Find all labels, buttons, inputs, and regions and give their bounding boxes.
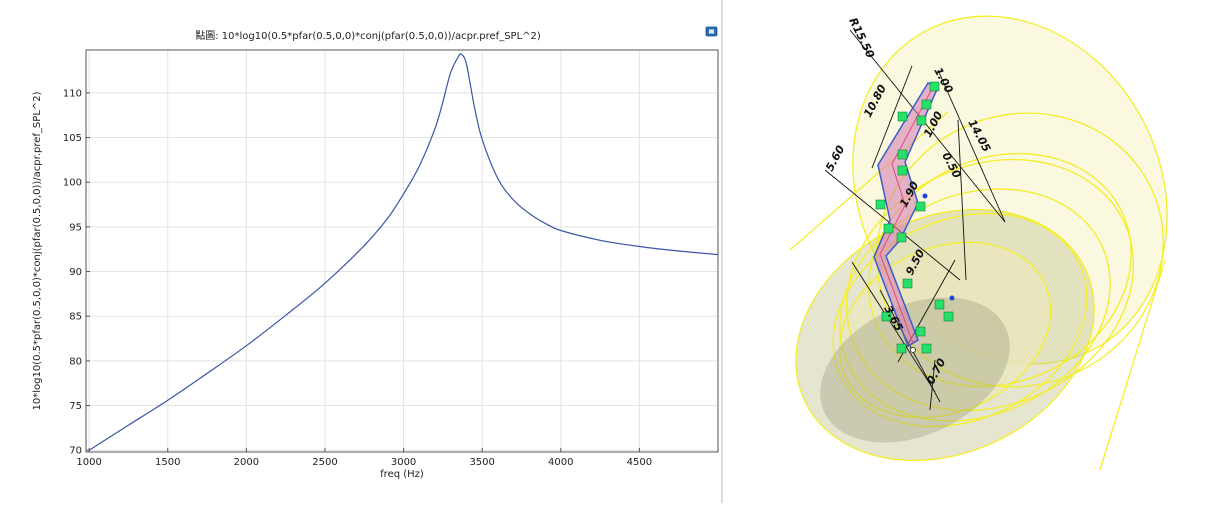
ring-body <box>789 15 1168 471</box>
dim-5-60: 5.60 <box>823 143 847 173</box>
y-tick-label-1: 75 <box>69 401 82 412</box>
series-group <box>88 53 719 451</box>
export-icon[interactable] <box>705 26 718 37</box>
y-tick-label-7: 105 <box>63 133 82 144</box>
x-tick-label-7: 4500 <box>627 457 652 468</box>
y-tick-label-5: 95 <box>69 222 82 233</box>
cad-viewport[interactable]: R15.50 10.80 5.60 1.00 1.00 14.05 0.50 1… <box>724 0 1209 503</box>
cad-model-view[interactable]: R15.50 10.80 5.60 1.00 1.00 14.05 0.50 1… <box>724 0 1209 503</box>
x-tick-label-5: 3500 <box>469 457 494 468</box>
constraint-markers <box>875 81 955 354</box>
y-tick-label-0: 70 <box>69 446 82 457</box>
plot-panel: 點圖: 10*log10(0.5*pfar(0.5,0,0)*conj(pfar… <box>32 26 719 480</box>
line-chart: 點圖: 10*log10(0.5*pfar(0.5,0,0)*conj(pfar… <box>32 26 719 480</box>
y-axis-label: 10*log10(0.5*pfar(0.5,0,0)*conj(pfar(0.5… <box>32 91 43 410</box>
dim-r15-50: R15.50 <box>846 16 877 61</box>
y-tick-label-8: 110 <box>63 88 82 99</box>
x-tick-label-1: 1500 <box>155 457 180 468</box>
axis-ticks: 1000 1500 2000 2500 3000 3500 4000 4500 70 75 80 85… <box>63 88 652 468</box>
plot-area <box>85 49 719 453</box>
y-tick-label-2: 80 <box>69 356 82 367</box>
x-tick-label-0: 1000 <box>76 457 101 468</box>
x-tick-label-3: 2500 <box>312 457 337 468</box>
y-tick-label-4: 90 <box>69 267 82 278</box>
x-axis-label: freq (Hz) <box>380 469 424 480</box>
ring-inner-shadow <box>820 297 1010 443</box>
x-tick-label-2: 2000 <box>234 457 259 468</box>
grid-lines <box>86 50 718 452</box>
y-tick-label-6: 100 <box>63 178 82 189</box>
panel-divider <box>721 0 723 503</box>
series-line-0 <box>88 53 719 451</box>
profile-sketch <box>873 82 939 348</box>
x-tick-label-4: 3000 <box>391 457 416 468</box>
chart-title: 點圖: 10*log10(0.5*pfar(0.5,0,0)*conj(pfar… <box>195 29 541 42</box>
x-tick-label-6: 4000 <box>548 457 573 468</box>
y-tick-label-3: 85 <box>69 312 82 323</box>
